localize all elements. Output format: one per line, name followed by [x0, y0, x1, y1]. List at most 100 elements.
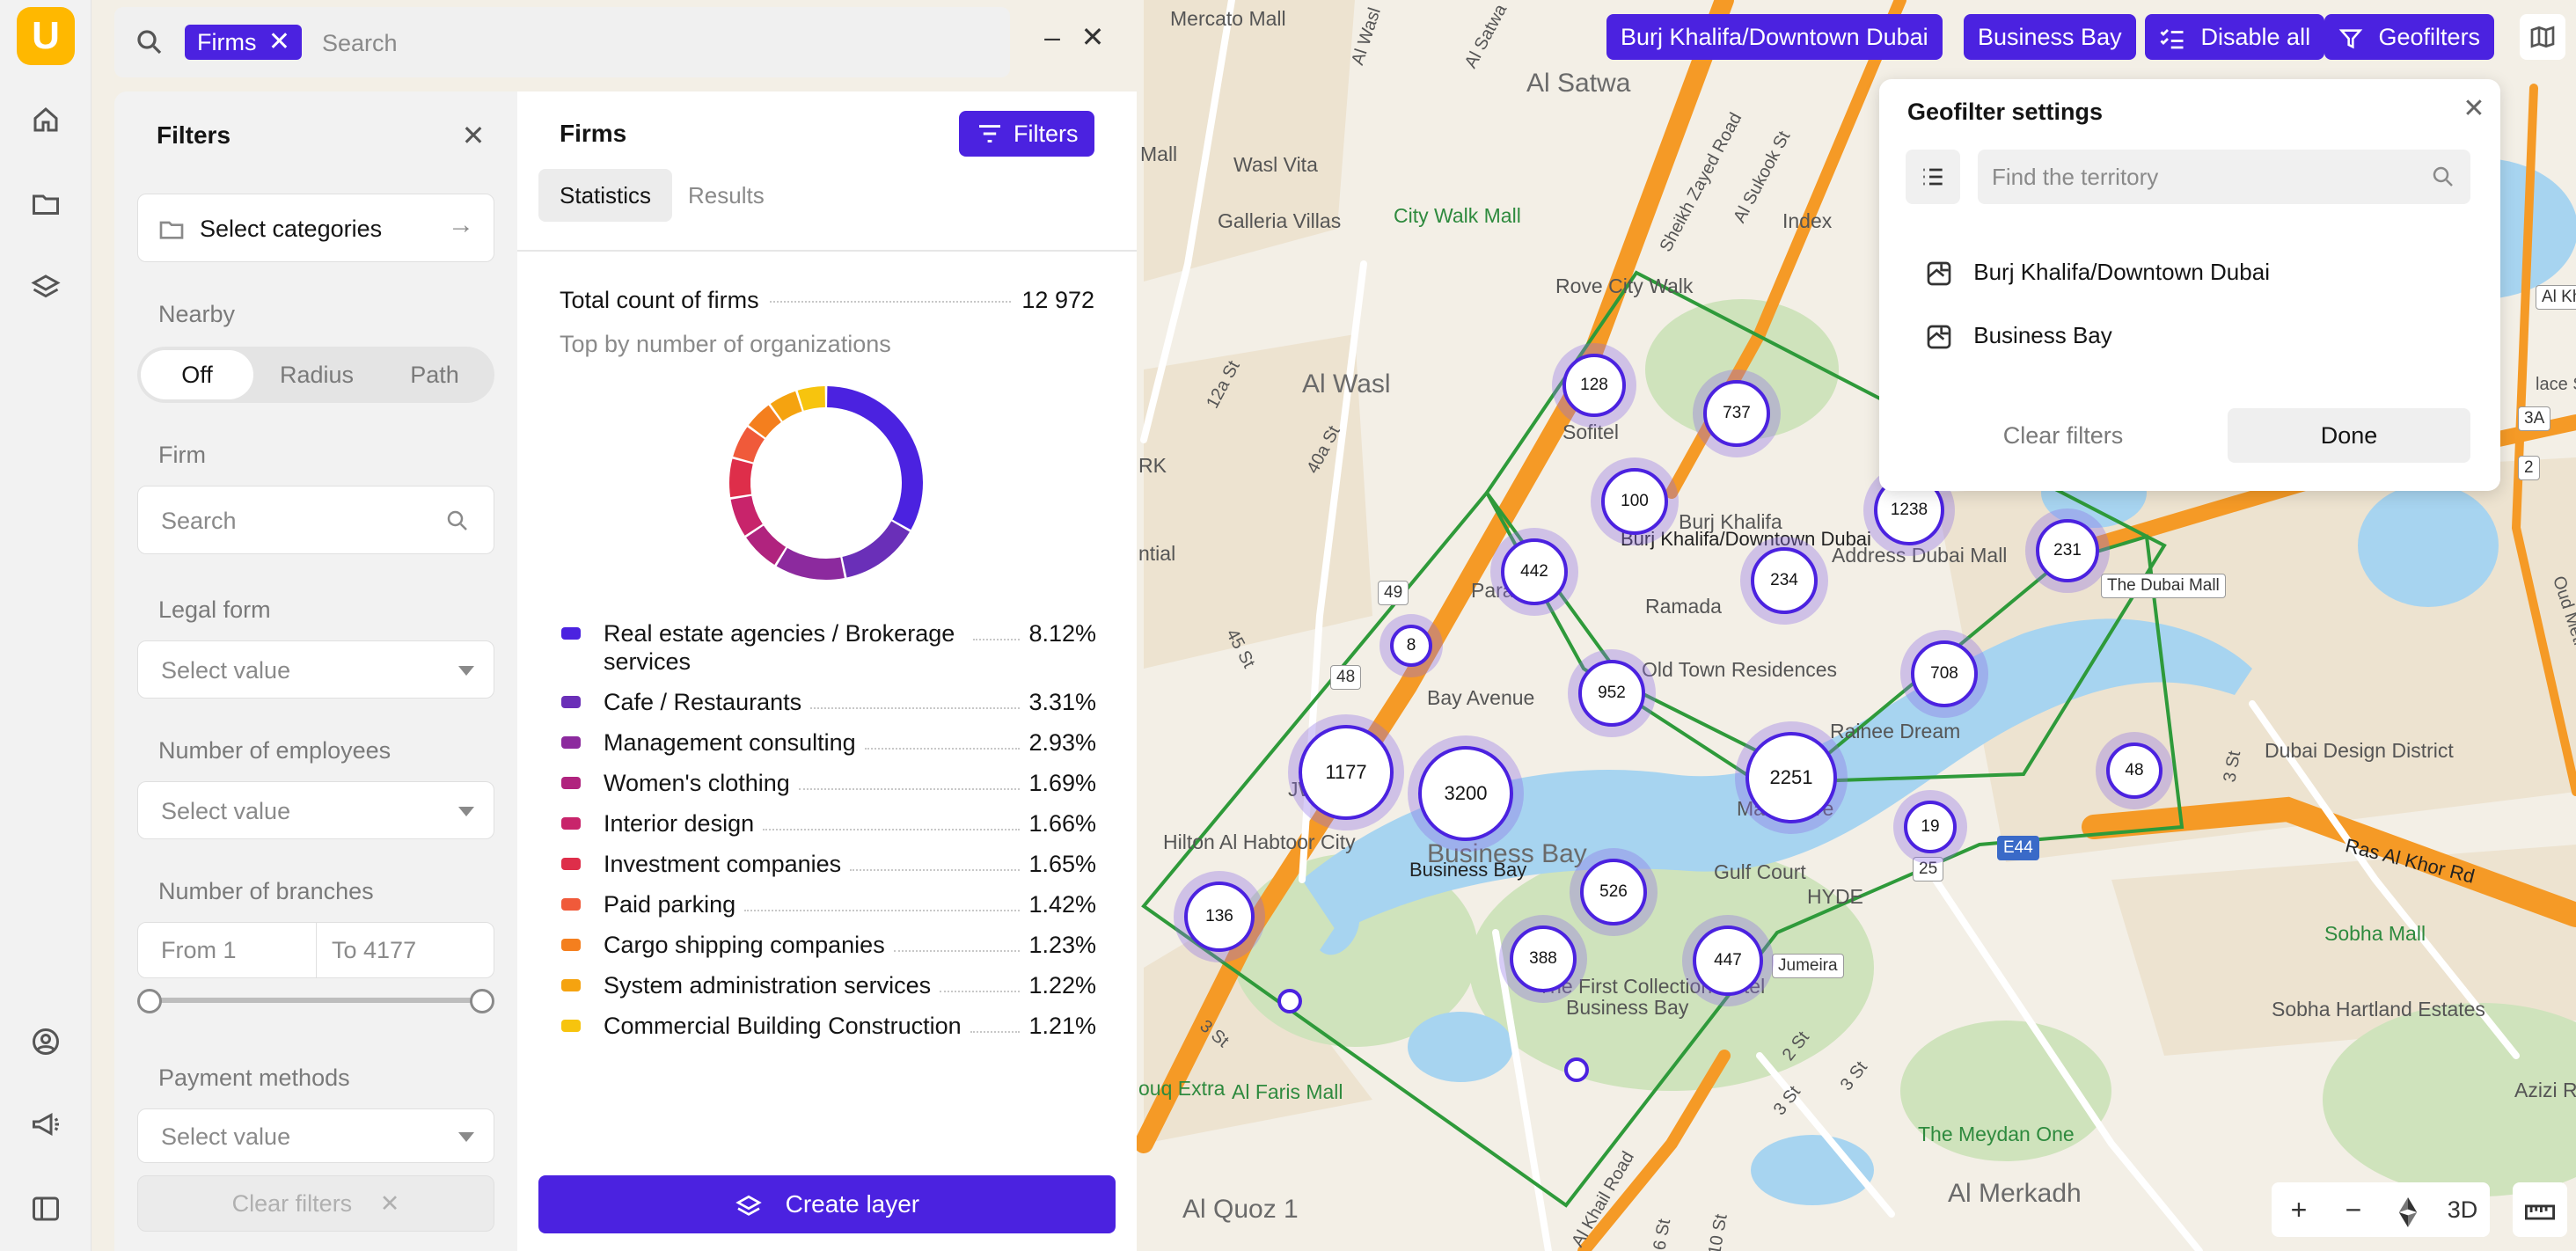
cluster-marker[interactable]: 234 [1740, 537, 1828, 625]
branches-slider-track[interactable] [150, 998, 480, 1003]
folder-icon[interactable] [28, 187, 63, 222]
cluster-count: 8 [1390, 625, 1432, 667]
cluster-marker[interactable]: 442 [1490, 528, 1578, 616]
geofilter-tag-burj[interactable]: Burj Khalifa/Downtown Dubai [1606, 14, 1943, 60]
divider [517, 250, 1137, 252]
nearby-radius[interactable]: Radius [279, 362, 355, 388]
cluster-marker[interactable]: 526 [1570, 848, 1658, 936]
donut-slice[interactable] [729, 458, 753, 498]
list-view-button[interactable] [1906, 150, 1960, 204]
cluster-marker[interactable]: 136 [1174, 871, 1265, 962]
filters-button[interactable]: Filters [959, 111, 1094, 157]
legend-label: Investment companies [604, 851, 842, 877]
cluster-marker[interactable]: 2251 [1735, 721, 1848, 834]
close-panel-icon[interactable]: ✕ [1080, 21, 1105, 53]
territory-item-business-bay[interactable]: Business Bay [1925, 322, 2112, 351]
find-territory-input[interactable]: Find the territory [1978, 150, 2470, 204]
cluster-marker[interactable]: 388 [1499, 915, 1587, 1003]
chip-remove-icon[interactable]: ✕ [267, 27, 291, 56]
cluster-marker[interactable]: 447 [1682, 915, 1774, 1006]
point-marker[interactable] [1277, 989, 1302, 1013]
ruler-icon[interactable] [2513, 1182, 2567, 1237]
legend-value: 1.42% [1028, 891, 1096, 918]
account-icon[interactable] [28, 1024, 63, 1059]
donut-slice[interactable] [827, 386, 923, 530]
slider-max-handle[interactable] [470, 989, 494, 1013]
payment-value: Select value [161, 1123, 291, 1150]
cluster-marker[interactable]: 952 [1568, 649, 1656, 737]
branches-from-input[interactable]: From 1 [161, 937, 237, 963]
employees-select[interactable]: Select value [137, 781, 494, 839]
minimize-icon[interactable]: – [1044, 21, 1060, 53]
donut-slice[interactable] [776, 547, 845, 580]
cluster-count: 447 [1693, 925, 1763, 996]
megaphone-icon[interactable] [28, 1107, 63, 1142]
legend-row: Interior design 1.66% [560, 809, 1096, 838]
cluster-marker[interactable]: 3200 [1408, 735, 1524, 852]
search-bar[interactable]: Firms ✕ Search [114, 7, 1010, 77]
donut-slice[interactable] [842, 521, 910, 578]
cluster-marker[interactable]: 100 [1591, 457, 1679, 545]
cluster-marker[interactable]: 8 [1379, 614, 1443, 677]
home-icon[interactable] [28, 102, 63, 137]
app-logo[interactable]: U [17, 7, 75, 65]
filters-close-icon[interactable]: ✕ [461, 120, 486, 151]
leader-dots [769, 301, 1012, 303]
legend-row: Cafe / Restaurants 3.31% [560, 688, 1096, 716]
tab-statistics[interactable]: Statistics [538, 169, 673, 222]
leader-dots [798, 769, 1021, 790]
legal-form-select[interactable]: Select value [137, 640, 494, 699]
total-count-row: Total count of firms 12 972 [560, 287, 1094, 314]
donut-slice[interactable] [748, 405, 781, 438]
compass-icon[interactable] [2381, 1182, 2435, 1237]
geofilter-done-button[interactable]: Done [2228, 408, 2470, 463]
leader-dots [970, 1012, 1021, 1033]
total-value: 12 972 [1021, 287, 1094, 313]
donut-slice[interactable] [733, 427, 765, 463]
select-categories-button[interactable]: Select categories → [137, 194, 494, 262]
map-mode-button[interactable] [2520, 14, 2565, 60]
tab-results[interactable]: Results [688, 182, 765, 208]
donut-slice[interactable] [797, 386, 825, 411]
geofilter-clear-button[interactable]: Clear filters [2002, 422, 2124, 449]
search-input[interactable]: Search [322, 30, 398, 56]
zoom-out-button[interactable]: − [2345, 1194, 2362, 1225]
cluster-marker[interactable]: 231 [2025, 508, 2110, 593]
clear-filters-button[interactable]: Clear filters ✕ [137, 1175, 494, 1232]
label-al-kh: Al Kh [2536, 285, 2576, 310]
geofilters-button[interactable]: Geofilters [2324, 14, 2495, 60]
nearby-off[interactable]: Off [141, 350, 253, 399]
cluster-marker[interactable]: 708 [1900, 630, 1988, 718]
slider-min-handle[interactable] [137, 989, 162, 1013]
territory-item-burj[interactable]: Burj Khalifa/Downtown Dubai [1925, 259, 2270, 288]
filter-lines-icon [979, 125, 1000, 143]
nearby-path[interactable]: Path [410, 362, 459, 388]
donut-slice[interactable] [770, 391, 802, 421]
sidebar-toggle-icon[interactable] [28, 1191, 63, 1226]
cluster-count: 128 [1562, 354, 1626, 417]
legend-label: Real estate agencies / Brokerage service… [604, 620, 955, 675]
donut-slice[interactable] [730, 495, 763, 536]
create-layer-button[interactable]: Create layer [538, 1175, 1116, 1233]
3d-toggle-button[interactable]: 3D [2447, 1196, 2478, 1223]
firm-search-input[interactable]: Search [137, 486, 494, 554]
branches-to-input[interactable]: To 4177 [332, 937, 417, 963]
layers-icon[interactable] [28, 269, 63, 304]
cluster-marker[interactable]: 48 [2096, 732, 2173, 809]
legend-row: Real estate agencies / Brokerage service… [560, 619, 1096, 676]
cluster-marker[interactable]: 737 [1693, 369, 1781, 457]
geofilter-tag-business-bay[interactable]: Business Bay [1964, 14, 2136, 60]
point-marker[interactable] [1564, 1057, 1589, 1082]
cluster-marker[interactable]: 128 [1552, 343, 1636, 428]
donut-slice[interactable] [746, 525, 787, 566]
search-chip-firms[interactable]: Firms ✕ [185, 25, 303, 60]
cluster-marker[interactable]: 1177 [1288, 714, 1404, 830]
cluster-count: 100 [1601, 468, 1668, 535]
disable-all-button[interactable]: Disable all [2145, 14, 2325, 60]
geofilters-label: Geofilters [2378, 24, 2481, 50]
zoom-in-button[interactable]: + [2290, 1194, 2308, 1225]
geofilter-close-icon[interactable]: ✕ [2463, 94, 2485, 123]
cluster-marker[interactable]: 19 [1893, 790, 1967, 864]
leader-dots [850, 850, 1021, 871]
payment-select[interactable]: Select value [137, 1108, 494, 1163]
